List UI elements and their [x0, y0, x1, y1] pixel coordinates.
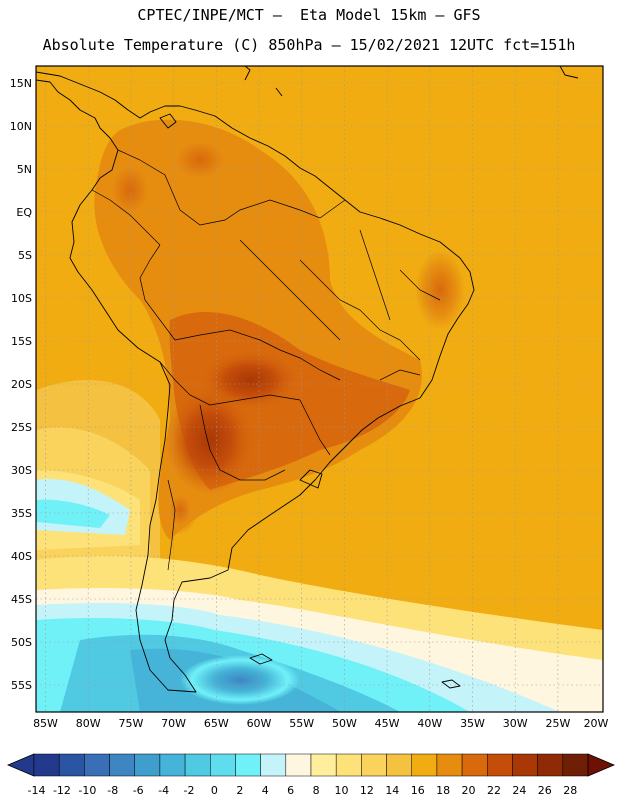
lon-label: 55W	[289, 717, 314, 730]
colorbar-label: 16	[411, 784, 425, 797]
lon-label: 65W	[204, 717, 229, 730]
colorbar-label: 12	[360, 784, 374, 797]
colorbar-label: -2	[184, 784, 195, 797]
colorbar-label: -10	[78, 784, 96, 797]
colorbar-label: -6	[133, 784, 144, 797]
lat-label: 10S	[11, 292, 32, 305]
lat-label: 10N	[10, 120, 32, 133]
lon-label: 80W	[76, 717, 101, 730]
lat-label: 15S	[11, 335, 32, 348]
colorbar: -14 -12 -10 -8 -6 -4 -2 0 2 4 6 8 10 12 14 16 18 20 22 24 26…	[6, 753, 616, 797]
colorbar-cell	[537, 753, 564, 777]
colorbar-cell	[335, 753, 362, 777]
colorbar-label: 0	[211, 784, 218, 797]
colorbar-cell	[235, 753, 261, 777]
lat-label: 30S	[11, 464, 32, 477]
lat-label: 20S	[11, 378, 32, 391]
lon-label: 45W	[375, 717, 400, 730]
colorbar-cell	[310, 753, 337, 777]
colorbar-cell	[386, 753, 412, 777]
colorbar-label: 8	[313, 784, 320, 797]
map-frame	[35, 65, 604, 713]
colorbar-cell	[562, 753, 589, 777]
colorbar-label: -4	[158, 784, 169, 797]
lon-label: 35W	[460, 717, 485, 730]
map-subtitle: Absolute Temperature (C) 850hPa – 15/02/…	[42, 36, 576, 54]
colorbar-labels: -14 -12 -10 -8 -6 -4 -2 0 2 4 6 8 10 12 14 16 18 20 22 24 26…	[28, 784, 578, 797]
country-borders	[91, 149, 441, 571]
lat-label: 5N	[17, 163, 32, 176]
colorbar-label: 26	[538, 784, 552, 797]
colorbar-label: 6	[287, 784, 294, 797]
colorbar-cells	[33, 753, 589, 777]
colorbar-label: -8	[107, 784, 118, 797]
latitude-labels: 15N 10N 5N EQ 5S 10S 15S 20S 25S 30S 35S…	[10, 77, 33, 692]
lat-label: 40S	[11, 550, 32, 563]
colorbar-cell	[184, 753, 211, 777]
colorbar-label: 22	[487, 784, 501, 797]
lon-label: 25W	[545, 717, 570, 730]
colorbar-cell	[84, 753, 110, 777]
colorbar-cell	[134, 753, 161, 777]
colorbar-cell	[210, 753, 236, 777]
lon-label: 20W	[584, 717, 609, 730]
lat-label: 50S	[11, 636, 32, 649]
lat-label: 5S	[18, 249, 32, 262]
colorbar-cell	[411, 753, 438, 777]
lon-label: 50W	[332, 717, 357, 730]
colorbar-cell	[461, 753, 488, 777]
lon-label: 85W	[33, 717, 58, 730]
colorbar-cell	[33, 753, 60, 777]
lon-label: 30W	[503, 717, 528, 730]
colorbar-label: 2	[236, 784, 243, 797]
lat-label: 15N	[10, 77, 32, 90]
colorbar-high-arrow	[587, 753, 616, 777]
colorbar-cell	[58, 753, 85, 777]
lat-label: 35S	[11, 507, 32, 520]
map-title: CPTEC/INPE/MCT – Eta Model 15km – GFS	[137, 6, 481, 24]
colorbar-cell	[159, 753, 186, 777]
colorbar-low-arrow	[6, 753, 35, 777]
colorbar-cell	[512, 753, 538, 777]
lon-label: 75W	[118, 717, 143, 730]
lat-label: 45S	[11, 593, 32, 606]
lat-label: 55S	[11, 679, 32, 692]
colorbar-label: 10	[335, 784, 349, 797]
graticule	[36, 66, 603, 712]
colorbar-label: 28	[563, 784, 577, 797]
colorbar-cell	[487, 753, 513, 777]
lat-label: 25S	[11, 421, 32, 434]
colorbar-cell	[109, 753, 135, 777]
longitude-labels: 85W 80W 75W 70W 65W 60W 55W 50W 45W 40W …	[33, 717, 608, 730]
colorbar-label: 20	[462, 784, 476, 797]
lon-label: 60W	[247, 717, 272, 730]
colorbar-label: -12	[53, 784, 71, 797]
lon-label: 40W	[417, 717, 442, 730]
colorbar-cell	[285, 753, 312, 777]
colorbar-label: 24	[512, 784, 526, 797]
lat-label: EQ	[16, 206, 32, 219]
colorbar-cell	[436, 753, 463, 777]
colorbar-label: -14	[28, 784, 46, 797]
colorbar-label: 18	[436, 784, 450, 797]
temperature-field	[36, 66, 603, 712]
coastline	[36, 66, 579, 693]
colorbar-cell	[361, 753, 387, 777]
lon-label: 70W	[161, 717, 186, 730]
colorbar-label: 14	[385, 784, 399, 797]
colorbar-cell	[260, 753, 287, 777]
colorbar-label: 4	[262, 784, 269, 797]
